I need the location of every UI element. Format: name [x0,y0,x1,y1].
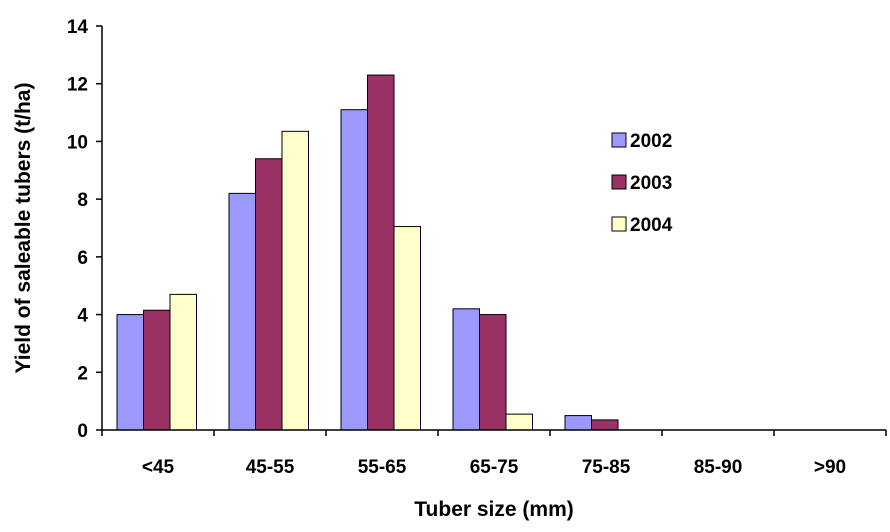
legend: 2002 2003 2004 [611,131,673,236]
bar-2004-0 [169,293,197,431]
x-axis-title: Tuber size (mm) [414,498,573,521]
bar-2003-3 [479,314,507,431]
bar-2003-1 [255,158,283,431]
y-tick-label: 10 [67,132,88,153]
legend-label-2003: 2003 [630,173,672,194]
x-axis-ticks: <45 45-55 55-65 65-75 75-85 85-90 >90 [101,430,887,478]
y-tick-label: 12 [67,75,88,96]
bar-2002-4 [564,415,592,431]
x-tick-label: 45-55 [246,457,295,478]
bar-2004-1 [281,130,309,431]
legend-label-2002: 2002 [630,131,672,152]
bar-2002-3 [452,308,480,431]
x-tick-label: 75-85 [582,457,631,478]
bar-2004-2 [393,226,421,431]
y-tick-label: 6 [77,248,88,269]
bar-2002-2 [340,109,368,431]
bar-2003-2 [367,74,395,431]
bars [116,74,619,431]
bar-2003-0 [143,309,171,431]
y-tick-label: 14 [67,17,89,38]
x-tick-label: >90 [814,457,846,478]
y-tick-label: 2 [77,363,88,384]
legend-swatch-2002 [611,132,627,148]
bar-2002-1 [228,192,256,431]
x-tick-label: 65-75 [470,457,519,478]
legend-swatch-2003 [611,174,627,190]
bar-2003-4 [591,419,619,431]
legend-label-2004: 2004 [630,215,673,236]
x-tick-label: 85-90 [694,457,743,478]
bar-2004-3 [505,413,533,431]
x-tick-label: <45 [142,457,175,478]
y-tick-label: 8 [77,190,88,211]
y-tick-label: 0 [77,421,88,442]
bar-2002-0 [116,314,144,431]
y-tick-label: 4 [77,306,88,327]
y-axis-ticks: 0 2 4 6 8 10 12 14 [67,17,102,442]
y-axis-title: Yield of saleable tubers (t/ha) [12,83,35,374]
x-tick-label: 55-65 [358,457,407,478]
legend-swatch-2004 [611,216,627,232]
